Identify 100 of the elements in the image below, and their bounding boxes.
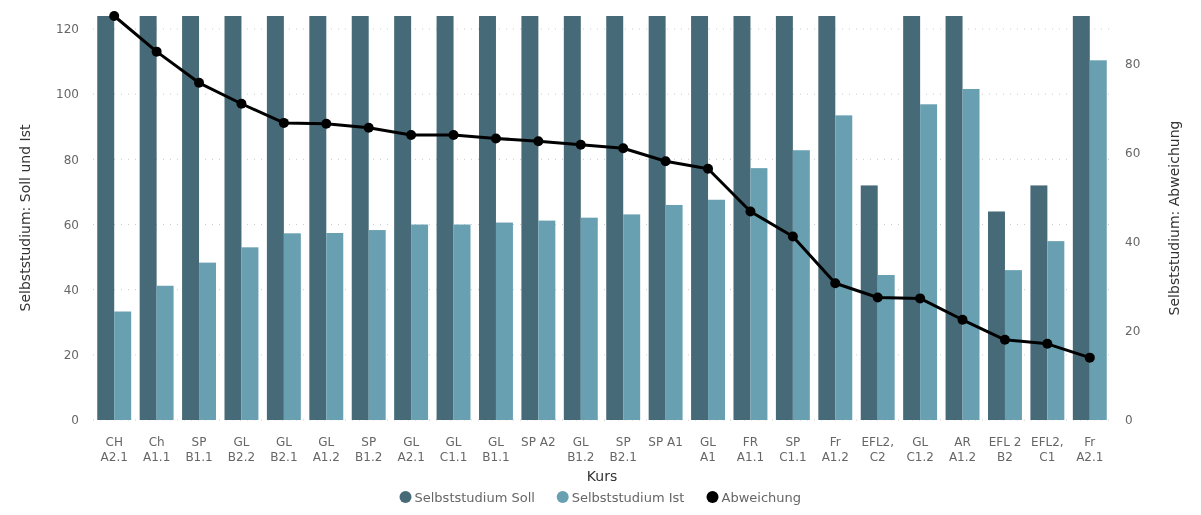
point <box>915 293 926 304</box>
point <box>957 314 968 325</box>
x-tick-label: GL B2.2 <box>227 435 256 464</box>
x-tick-label: Fr A1.2 <box>821 435 849 464</box>
point <box>872 292 883 303</box>
x-tick-label: GL B1.1 <box>482 435 510 464</box>
bar <box>648 16 666 420</box>
bar <box>860 185 878 420</box>
x-tick-label: SP A1 <box>648 435 683 449</box>
point <box>703 163 714 174</box>
y2-tick-label: 0 <box>1125 413 1133 428</box>
bar <box>606 16 624 420</box>
bar <box>691 16 709 420</box>
bar <box>224 16 242 420</box>
x-tick-label: GL A1.2 <box>312 435 340 464</box>
x-tick-label: SP C1.1 <box>779 435 807 464</box>
point <box>660 156 671 167</box>
legend-label: Abweichung <box>721 490 802 505</box>
point <box>745 206 756 217</box>
bar <box>156 285 174 420</box>
point <box>533 136 544 147</box>
x-tick-label: SP B1.1 <box>185 435 213 464</box>
bar <box>139 16 157 420</box>
x-tick-label: SP B2.1 <box>609 435 637 464</box>
bar <box>623 214 641 420</box>
bar <box>478 16 496 420</box>
bar <box>394 16 412 420</box>
y2-tick-label: 60 <box>1125 145 1141 160</box>
legend-label: Selbststudium Ist <box>571 490 685 505</box>
point <box>618 143 629 154</box>
x-tick-label: AR A1.2 <box>948 435 977 464</box>
x-tick-label: GL A1 <box>700 435 717 464</box>
x-tick-label: EFL2, C2 <box>861 435 895 464</box>
x-tick-label: GL C1.2 <box>906 435 934 464</box>
bar <box>1089 60 1107 420</box>
bar <box>309 16 327 420</box>
bar <box>97 16 115 420</box>
point <box>278 117 289 128</box>
x-tick-label: GL B1.2 <box>567 435 595 464</box>
bar <box>835 115 853 420</box>
point <box>1084 352 1095 363</box>
x-tick-label: GL C1.1 <box>439 435 468 464</box>
y-tick-label: 100 <box>56 87 79 102</box>
y-tick-label: 120 <box>56 22 79 37</box>
y-tick-label: 40 <box>63 282 79 297</box>
point <box>236 98 247 109</box>
bar <box>792 150 810 420</box>
bar <box>351 16 369 420</box>
bar <box>538 220 556 420</box>
y2-tick-label: 40 <box>1125 235 1141 250</box>
bar <box>326 232 344 420</box>
bar <box>283 233 301 420</box>
bar <box>1047 241 1065 420</box>
bar <box>733 16 751 420</box>
y-tick-label: 60 <box>63 217 79 232</box>
x-tick-label: Ch A1.1 <box>142 435 171 464</box>
x-tick-label: Fr A2.1 <box>1076 435 1104 464</box>
bar <box>453 224 471 420</box>
y2-axis-title: Selbststudium: Abweichung <box>1166 120 1182 316</box>
bar <box>521 16 539 420</box>
bar <box>436 16 454 420</box>
bar <box>1004 270 1022 420</box>
point <box>194 77 205 88</box>
bar <box>495 222 513 420</box>
y-tick-label: 80 <box>63 152 79 167</box>
point <box>109 11 120 21</box>
bar <box>987 211 1005 420</box>
bar <box>708 199 726 420</box>
x-tick-label: SP B1.2 <box>355 435 383 464</box>
bar <box>563 16 581 420</box>
y2-tick-label: 20 <box>1125 324 1141 339</box>
bar <box>241 247 259 420</box>
bar <box>580 217 598 420</box>
point <box>151 46 162 57</box>
point <box>448 129 459 140</box>
y-tick-label: 20 <box>63 348 79 363</box>
bar <box>266 16 284 420</box>
x-tick-label: FR A1.1 <box>736 435 765 464</box>
bar <box>368 230 386 420</box>
point <box>363 122 374 133</box>
x-tick-label: CH A2.1 <box>100 435 128 464</box>
bar <box>182 16 200 420</box>
bar <box>411 224 429 420</box>
bar <box>665 204 683 420</box>
y-axis-title: Selbststudium: Soll und Ist <box>17 124 33 312</box>
x-tick-label: GL B2.1 <box>270 435 298 464</box>
x-tick-label: SP A2 <box>521 435 556 449</box>
point <box>787 231 798 242</box>
point <box>830 278 841 289</box>
x-tick-label: EFL2, C1 <box>1031 435 1064 464</box>
point <box>999 334 1010 345</box>
bar <box>818 16 836 420</box>
x-tick-label: GL A2.1 <box>397 435 425 464</box>
bar <box>945 16 963 420</box>
bar <box>114 311 132 420</box>
point <box>575 139 586 150</box>
y-tick-label: 0 <box>71 413 79 428</box>
y2-tick-label: 80 <box>1125 56 1141 71</box>
bar <box>199 262 217 420</box>
x-tick-label: EFL 2 B2 <box>988 435 1022 464</box>
